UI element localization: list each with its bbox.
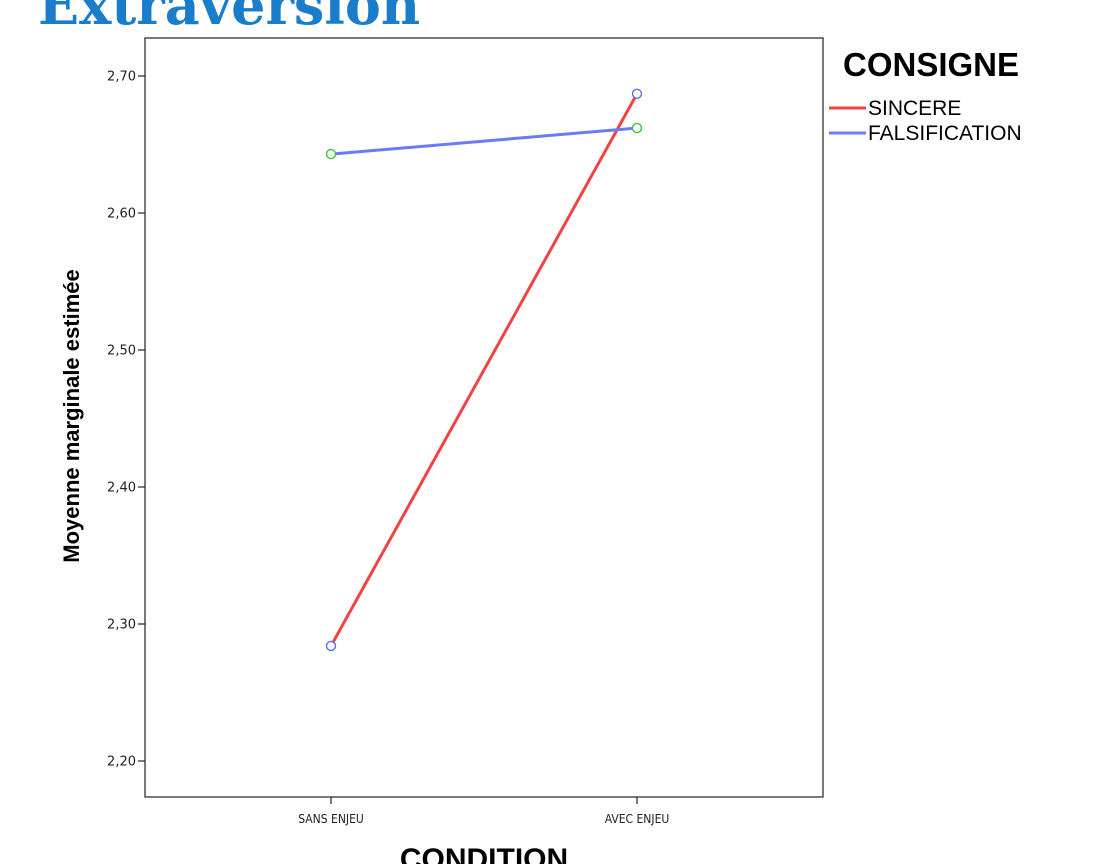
legend-label: SINCERE [868, 97, 961, 120]
y-axis-ticks: 2,20 2,30 2,40 2,50 2,60 2,70 [107, 70, 145, 770]
legend-title: CONSIGNE [843, 46, 1019, 83]
x-tick-label: AVEC ENJEU [605, 812, 670, 826]
y-tick-label: 2,50 [107, 344, 136, 359]
y-tick-label: 2,60 [107, 207, 136, 222]
y-tick-label: 2,40 [107, 481, 136, 496]
x-axis-title: CONDITION [400, 843, 568, 864]
x-tick-label: SANS ENJEU [298, 812, 364, 826]
y-tick-label: 2,30 [107, 618, 136, 633]
data-point-falsification [631, 122, 643, 134]
data-point-sincere [325, 640, 337, 652]
y-tick-label: 2,20 [107, 755, 136, 770]
page-title: Extraversion [38, 0, 421, 37]
data-point-sincere [631, 88, 643, 100]
data-point-falsification [325, 148, 337, 160]
series-layer [325, 88, 643, 652]
y-tick-label: 2,70 [107, 70, 136, 85]
series-line-sincere [329, 93, 639, 647]
series-line-falsification [330, 126, 638, 156]
x-axis-ticks: SANS ENJEU AVEC ENJEU [298, 797, 669, 826]
y-axis-title: Moyenne marginale estimée [59, 269, 84, 562]
plot-frame [144, 37, 824, 798]
legend-label: FALSIFICATION [868, 122, 1022, 145]
